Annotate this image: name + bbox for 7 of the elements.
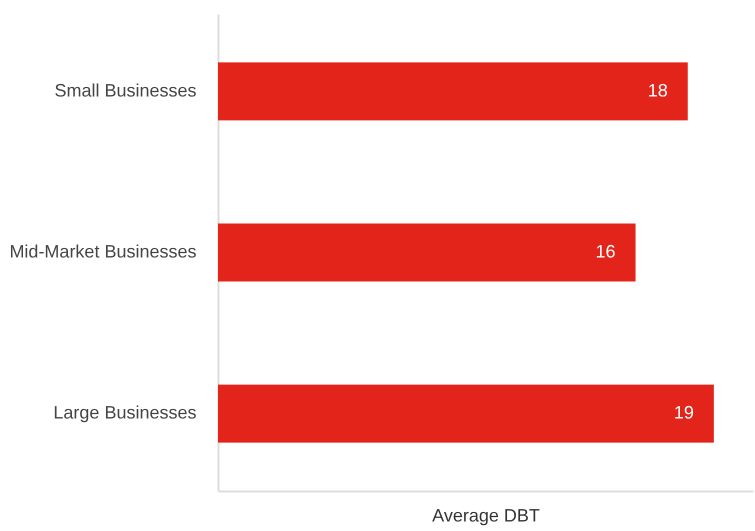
data-label: 19 [674, 402, 694, 423]
data-label: 18 [648, 80, 668, 100]
y-tick-label: Small Businesses [54, 80, 196, 100]
x-axis-title: Average DBT [432, 506, 540, 526]
data-label: 16 [596, 242, 616, 262]
y-tick-label: Mid-Market Businesses [9, 242, 196, 262]
y-tick-label: Large Businesses [53, 402, 196, 423]
